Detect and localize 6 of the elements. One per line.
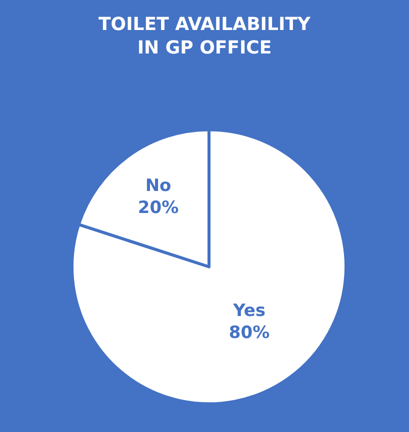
slice-label: No [145,176,172,196]
chart-title: TOILET AVAILABILITY IN GP OFFICE [98,14,312,59]
data-label: 20% [138,198,179,218]
pie-slice [70,128,348,406]
slice-label: Yes [232,301,266,322]
data-label: 80% [228,323,270,344]
